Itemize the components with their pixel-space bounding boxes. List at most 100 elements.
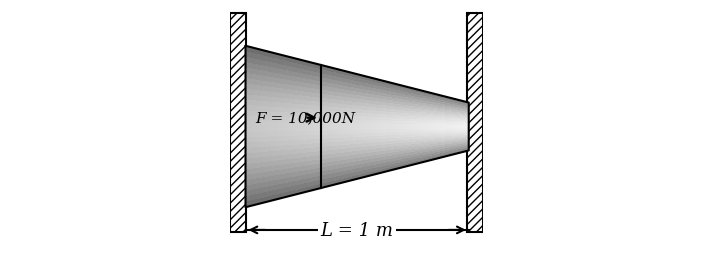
Polygon shape: [376, 99, 377, 102]
Polygon shape: [266, 127, 267, 132]
Polygon shape: [434, 140, 435, 142]
Polygon shape: [314, 68, 315, 73]
Polygon shape: [390, 109, 391, 113]
Polygon shape: [365, 167, 366, 170]
Polygon shape: [308, 157, 309, 161]
Polygon shape: [313, 76, 314, 81]
Polygon shape: [365, 137, 366, 140]
Polygon shape: [383, 130, 384, 133]
Polygon shape: [410, 163, 411, 166]
Polygon shape: [416, 137, 417, 139]
Polygon shape: [348, 152, 349, 156]
Polygon shape: [355, 141, 356, 145]
Polygon shape: [382, 127, 383, 130]
Polygon shape: [424, 92, 425, 94]
Polygon shape: [420, 108, 421, 110]
Polygon shape: [465, 112, 466, 114]
Polygon shape: [295, 132, 296, 136]
Polygon shape: [259, 112, 260, 117]
Polygon shape: [342, 149, 343, 153]
Polygon shape: [273, 166, 274, 171]
Polygon shape: [307, 149, 308, 153]
Polygon shape: [327, 79, 328, 83]
Polygon shape: [322, 82, 323, 86]
Polygon shape: [322, 99, 323, 103]
Polygon shape: [291, 164, 292, 168]
Polygon shape: [462, 149, 463, 151]
Polygon shape: [461, 130, 462, 132]
Polygon shape: [278, 170, 279, 175]
Polygon shape: [323, 91, 324, 95]
Polygon shape: [358, 82, 359, 86]
Polygon shape: [367, 173, 369, 176]
Polygon shape: [404, 140, 405, 143]
Polygon shape: [466, 109, 467, 111]
Polygon shape: [281, 103, 282, 108]
Polygon shape: [373, 108, 374, 111]
Polygon shape: [358, 151, 359, 155]
Polygon shape: [280, 184, 281, 189]
Polygon shape: [275, 54, 276, 59]
Polygon shape: [296, 64, 297, 69]
Polygon shape: [323, 119, 324, 123]
Polygon shape: [461, 108, 462, 110]
Polygon shape: [381, 93, 382, 97]
Polygon shape: [384, 88, 386, 91]
Polygon shape: [255, 70, 256, 75]
Polygon shape: [379, 164, 380, 167]
Polygon shape: [301, 153, 302, 158]
Polygon shape: [355, 113, 356, 117]
Polygon shape: [341, 78, 342, 82]
Polygon shape: [363, 87, 364, 90]
Polygon shape: [313, 165, 314, 169]
Polygon shape: [460, 117, 461, 118]
Polygon shape: [310, 187, 311, 191]
Polygon shape: [405, 132, 406, 135]
Polygon shape: [390, 121, 391, 124]
Polygon shape: [257, 168, 258, 173]
Polygon shape: [380, 121, 381, 124]
Polygon shape: [298, 73, 299, 78]
Polygon shape: [462, 120, 463, 122]
Polygon shape: [342, 112, 343, 116]
Polygon shape: [412, 124, 413, 127]
Polygon shape: [345, 90, 346, 94]
Polygon shape: [384, 124, 386, 127]
Polygon shape: [388, 103, 389, 106]
Polygon shape: [294, 181, 295, 186]
Polygon shape: [335, 108, 336, 112]
Polygon shape: [408, 114, 409, 117]
Polygon shape: [287, 150, 288, 155]
Polygon shape: [418, 159, 419, 161]
Polygon shape: [267, 187, 268, 192]
Polygon shape: [390, 139, 391, 141]
Polygon shape: [273, 98, 274, 103]
Polygon shape: [409, 122, 410, 124]
Polygon shape: [252, 190, 253, 195]
Polygon shape: [383, 166, 384, 169]
Polygon shape: [259, 158, 260, 163]
Polygon shape: [320, 168, 321, 172]
Polygon shape: [407, 114, 408, 117]
Polygon shape: [399, 102, 400, 105]
Polygon shape: [386, 85, 387, 88]
Polygon shape: [439, 110, 440, 112]
Polygon shape: [433, 94, 434, 96]
Polygon shape: [406, 143, 407, 146]
Polygon shape: [397, 110, 398, 113]
Polygon shape: [377, 80, 378, 83]
Polygon shape: [388, 151, 389, 154]
Polygon shape: [363, 144, 364, 147]
Polygon shape: [275, 117, 276, 122]
Polygon shape: [287, 192, 288, 197]
Polygon shape: [318, 172, 319, 177]
Polygon shape: [329, 178, 330, 182]
Polygon shape: [269, 87, 270, 92]
Polygon shape: [445, 117, 446, 119]
Polygon shape: [305, 136, 306, 140]
Polygon shape: [245, 202, 246, 207]
Polygon shape: [313, 148, 314, 152]
Polygon shape: [262, 82, 263, 86]
Polygon shape: [457, 147, 458, 148]
Polygon shape: [289, 155, 290, 159]
